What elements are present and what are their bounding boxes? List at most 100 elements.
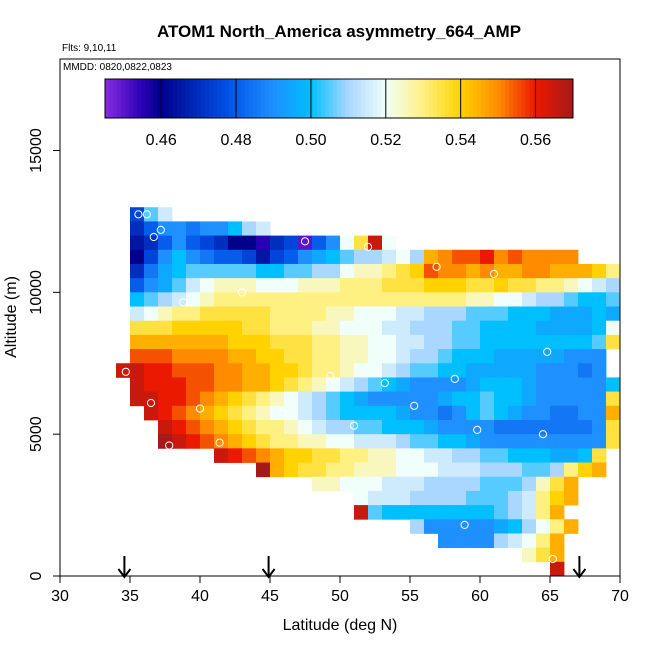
colorbar-segment (361, 79, 366, 118)
x-tick-label: 70 (611, 588, 629, 605)
heatmap-cell (508, 391, 523, 407)
heatmap-cell (480, 462, 495, 478)
heatmap-cell (270, 419, 285, 435)
heatmap-cell (466, 320, 481, 336)
colorbar-segment (545, 79, 550, 118)
heatmap-cell (354, 235, 369, 251)
colorbar-segment (425, 79, 430, 118)
heatmap-cell (256, 462, 271, 478)
heatmap-cell (550, 278, 565, 293)
y-axis-label: Altitude (m) (3, 276, 20, 358)
heatmap-cell (508, 405, 523, 421)
heatmap-cell (284, 405, 299, 421)
heatmap-cell (522, 533, 537, 549)
heatmap-cell (508, 292, 523, 307)
x-tick-label: 65 (541, 588, 559, 605)
colorbar-segment (549, 79, 554, 118)
heatmap-cell (172, 419, 187, 435)
heatmap-cell (368, 278, 383, 293)
heatmap-cell (550, 434, 565, 449)
colorbar-segment (181, 79, 186, 118)
colorbar-segment (529, 79, 534, 118)
colorbar-segment (433, 79, 438, 118)
heatmap-cell (340, 405, 355, 421)
heatmap-cell (522, 249, 537, 265)
heatmap-cell (298, 263, 313, 279)
heatmap-cell (578, 278, 593, 293)
heatmap-cell (312, 292, 327, 307)
heatmap-cell (186, 434, 201, 449)
heatmap-cell (396, 448, 411, 463)
heatmap-cell (564, 292, 579, 307)
heatmap-cell (606, 278, 621, 293)
heatmap-cell (382, 448, 397, 463)
heatmap-cell (228, 349, 243, 364)
x-axis: 30 35 40 45 50 55 60 65 70 (51, 576, 629, 605)
heatmap-cell (214, 320, 229, 336)
heatmap-cell (522, 320, 537, 336)
heatmap-cell (606, 334, 621, 350)
heatmap-cell (228, 419, 243, 435)
heatmap-cell (130, 334, 145, 350)
heatmap-cell (466, 278, 481, 293)
colorbar-segment (133, 79, 138, 118)
heatmap-cell (256, 249, 271, 265)
colorbar-segment (285, 79, 290, 118)
colorbar-segment (153, 79, 158, 118)
heatmap-cell (340, 334, 355, 350)
heatmap-cell (494, 249, 509, 265)
heatmap-cell (228, 278, 243, 293)
colorbar-segment (281, 79, 286, 118)
heatmap-cell (522, 349, 537, 364)
heatmap-cell (326, 434, 341, 449)
heatmap-cell (214, 221, 229, 236)
heatmap-cell (480, 278, 495, 293)
heatmap-cell (354, 363, 369, 378)
heatmap-cell (298, 377, 313, 393)
heatmap-cell (550, 561, 565, 577)
heatmap-cell (424, 278, 439, 293)
heatmap-cell (242, 278, 257, 293)
heatmap-cell (354, 505, 369, 520)
heatmap-cell (340, 249, 355, 265)
heatmap-cell (438, 349, 453, 364)
colorbar-segment (377, 79, 382, 118)
heatmap-cell (312, 391, 327, 407)
heatmap-cell (494, 363, 509, 378)
heatmap-cell (354, 405, 369, 421)
heatmap-cell (368, 306, 383, 322)
colorbar-segment (313, 79, 318, 118)
heatmap-cell (480, 249, 495, 265)
colorbar-segment (297, 79, 302, 118)
heatmap-cell (536, 533, 551, 549)
heatmap-cell (592, 391, 607, 407)
heatmap-cell (368, 434, 383, 449)
heatmap-cell (494, 377, 509, 393)
heatmap-cell (438, 476, 453, 492)
heatmap-cell (424, 320, 439, 336)
colorbar-segment (465, 79, 470, 118)
data-marker (149, 232, 158, 242)
heatmap-cell (508, 448, 523, 463)
heatmap-cell (340, 377, 355, 393)
heatmap-cell (522, 334, 537, 350)
data-marker (450, 374, 459, 383)
heatmap-cell (340, 263, 355, 279)
heatmap-cell (228, 320, 243, 336)
colorbar-segment (213, 79, 218, 118)
heatmap-cell (536, 462, 551, 478)
heatmap-cell (298, 363, 313, 378)
heatmap-cell (424, 292, 439, 307)
colorbar: 0.46 0.48 0.50 0.52 0.54 0.56 (104, 78, 574, 149)
heatmap-cell (466, 405, 481, 421)
heatmap-cell (158, 363, 173, 378)
heatmap-cell (214, 249, 229, 265)
heatmap-cell (466, 334, 481, 350)
heatmap-cell (522, 434, 537, 449)
heatmap-cell (256, 306, 271, 322)
colorbar-segment (497, 79, 502, 118)
heatmap-cell (200, 334, 215, 350)
heatmap-cell (438, 320, 453, 336)
data-marker (142, 210, 151, 219)
heatmap-cell (144, 221, 159, 236)
